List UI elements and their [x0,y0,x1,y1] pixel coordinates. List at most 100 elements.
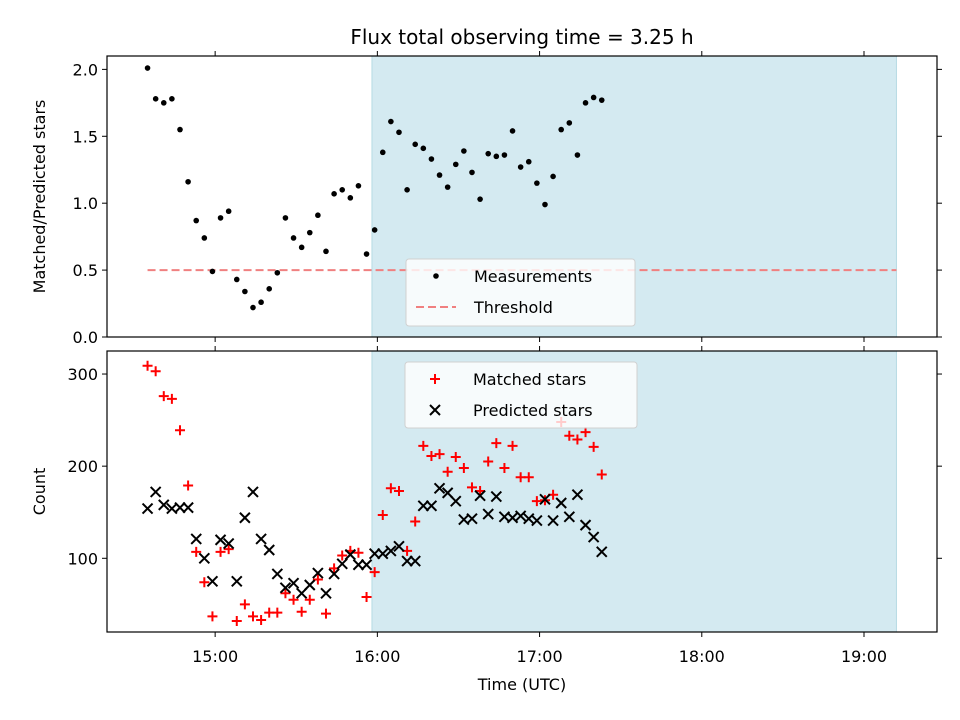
measurement-point [452,161,459,168]
predicted-stars-point [409,555,421,567]
predicted-stars-point [190,533,202,545]
measurement-point [444,184,451,190]
predicted-stars-point [482,508,494,520]
matched-stars-point [523,472,534,483]
matched-stars-point [288,594,299,605]
predicted-stars-point [433,482,446,494]
legend-label: Predicted stars [473,401,593,420]
measurement-point [436,172,443,178]
predicted-stars-point [474,489,486,502]
measurement-point [266,286,273,292]
y-axis-label: Count [30,468,49,516]
legend-marker-predicted [429,404,441,416]
measurement-point [177,126,183,133]
legend-marker-measurements [433,273,439,279]
predicted-stars-point [547,514,559,527]
predicted-stars-point [425,500,438,512]
predicted-stars-point [279,582,292,594]
measurement-point [217,215,224,221]
matched-stars-point [304,594,315,605]
measurement-point [282,215,289,221]
measurement-point [274,269,281,276]
predicted-stars-point [198,552,211,565]
x-tick-label: 18:00 [679,647,725,666]
measurement-point [379,149,386,156]
matched-stars-point [239,599,250,610]
measurement-point [469,169,475,176]
measurement-point [290,235,297,241]
measurement-point [185,178,191,185]
matched-stars-point [256,615,267,626]
matched-stars-point [353,547,364,558]
measurement-point [493,153,500,160]
measurement-point [501,152,508,158]
legend: Measurements Threshold [405,258,636,327]
predicted-stars-point [271,568,284,580]
predicted-stars-point [263,544,275,556]
predicted-stars-point [466,512,478,525]
matched-stars-point [150,366,161,377]
legend-marker-matched [430,374,440,384]
x-tick-label: 17:00 [517,647,563,666]
matched-stars-point [280,588,291,599]
predicted-stars-point [141,502,154,515]
predicted-stars-point [239,512,251,524]
legend-box [405,258,636,327]
measurement-point [225,208,232,215]
measurement-point [258,299,264,306]
predicted-stars-point [352,559,365,571]
chart-title: Flux total observing time = 3.25 h [350,25,693,49]
y-tick-label: 1.0 [73,194,98,213]
matched-stars-point [466,482,477,493]
y-axis-label: Matched/Predicted stars [30,100,49,294]
matched-stars-point [580,427,591,438]
measurement-point [517,164,524,170]
predicted-stars-point [158,499,170,511]
predicted-stars-point [596,546,608,558]
matched-stars-point [296,606,307,617]
measurement-point [233,276,240,283]
predicted-stars-point [360,559,373,571]
matched-stars-point [320,608,331,619]
predicted-stars-point [587,531,600,543]
matched-stars-point [499,463,510,474]
measurement-point [306,229,313,236]
matched-stars-point [231,615,242,626]
y-tick-label: 200 [67,457,98,476]
matched-stars-point [483,456,494,467]
matched-stars-point [596,469,607,480]
predicted-stars-point [149,486,162,498]
measurement-point [201,235,208,241]
measurement-point [428,156,435,162]
matched-stars-point [564,430,575,441]
measurement-point [371,227,378,233]
matched-stars-point [223,544,234,555]
matched-stars-point [337,550,348,561]
predicted-stars-point [344,548,357,561]
matched-stars-point [377,509,388,520]
predicted-stars-point [539,493,551,506]
predicted-stars-point [312,567,324,579]
axes-frame [106,350,938,633]
y-tick-label: 2.0 [73,60,98,79]
matched-stars-point [174,425,185,436]
measurement-point [242,288,248,295]
predicted-stars-point [304,579,316,591]
predicted-stars-point [417,500,430,512]
measurement-point [566,120,573,126]
measurement-point [485,150,492,157]
predicted-stars-point [377,547,389,560]
measurement-point [209,268,216,275]
legend-box [404,361,638,429]
matched-stars-point [272,607,283,618]
predicted-stars-point [401,555,413,567]
matched-stars-point [369,567,380,578]
measurement-point [582,100,589,106]
legend-label: Threshold [473,298,553,317]
measurement-point [509,128,516,134]
predicted-stars-point [182,501,194,514]
measurement-point [193,217,200,224]
predicted-stars-point [336,558,348,570]
legend-label: Measurements [474,267,592,286]
matched-stars-point [385,483,396,494]
